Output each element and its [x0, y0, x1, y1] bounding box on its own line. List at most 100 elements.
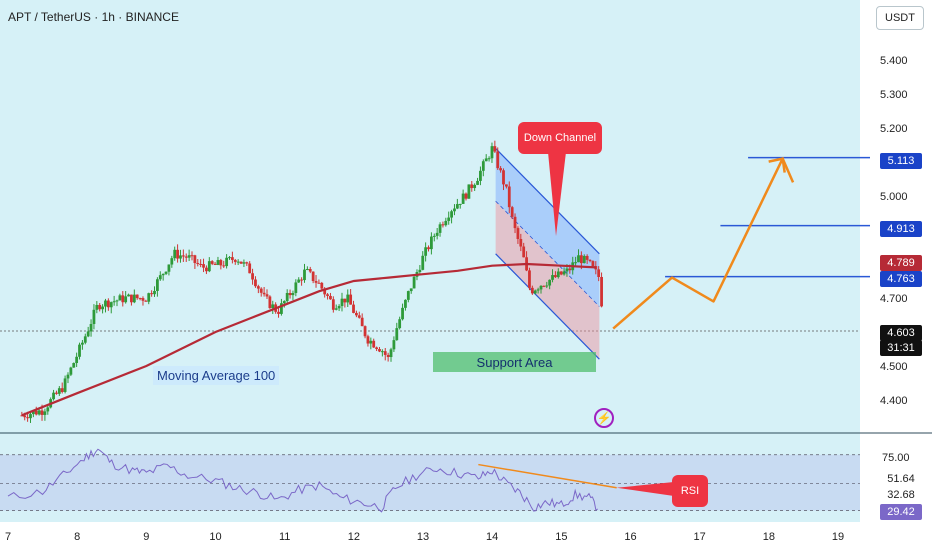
candle-body: [476, 180, 479, 185]
rsi-divergence-line: [478, 463, 617, 489]
candle-body: [265, 294, 269, 297]
price-tick-5.200: 5.200: [880, 123, 908, 135]
candle-body: [144, 300, 148, 302]
price-label-4763: 4.763: [880, 271, 922, 287]
candle-body: [83, 336, 87, 343]
channel-upper-line: [495, 147, 600, 255]
candle-body: [207, 261, 211, 272]
candle-body: [43, 411, 47, 415]
candle-body: [504, 184, 508, 187]
candle-body: [464, 193, 468, 199]
candle-body: [467, 184, 471, 199]
time-tick-7: 7: [5, 531, 11, 543]
candle-body: [380, 351, 384, 353]
candle-body: [112, 301, 116, 303]
candle-body: [559, 271, 563, 275]
candle-body: [248, 263, 252, 274]
candle-body: [470, 184, 474, 189]
candle-body: [519, 238, 523, 247]
candle-body: [329, 295, 332, 300]
candle-body: [121, 295, 125, 303]
candle-body: [352, 304, 355, 313]
candle-body: [63, 378, 67, 392]
price-tick-5.000: 5.000: [880, 191, 908, 203]
candle-body: [337, 306, 341, 309]
candle-body: [75, 356, 79, 364]
candle-body: [355, 312, 358, 316]
candle-body: [458, 203, 462, 205]
candle-body: [530, 287, 534, 294]
candle-body: [418, 269, 422, 273]
candle-body: [115, 300, 119, 302]
candle-body: [288, 292, 292, 296]
candle-body: [455, 204, 459, 209]
channel-lower-line: [495, 253, 600, 360]
candle-body: [176, 249, 179, 259]
candle-body: [438, 224, 442, 233]
candle-body: [225, 257, 229, 267]
candle-body: [424, 247, 428, 256]
candle-body: [360, 317, 364, 327]
candle-body: [280, 303, 283, 314]
candle-body: [277, 311, 280, 314]
candle-body: [427, 247, 430, 250]
candle-body: [95, 304, 99, 310]
candle-body: [481, 161, 485, 171]
candle-body: [406, 291, 410, 300]
candle-body: [98, 304, 102, 310]
projection-arrowhead: [768, 157, 786, 173]
candle-body: [230, 257, 234, 260]
lightning-icon[interactable]: ⚡: [594, 408, 614, 428]
candle-body: [210, 261, 214, 264]
symbol-title[interactable]: APT / TetherUS · 1h · BINANCE: [8, 10, 179, 24]
time-tick-14: 14: [486, 531, 498, 543]
candle-body: [141, 298, 145, 301]
candle-body: [106, 300, 110, 308]
candle-body: [383, 351, 387, 355]
candle-body: [46, 407, 50, 412]
candle-body: [271, 304, 275, 309]
rsi-value-a: 51.64: [887, 473, 915, 485]
channel-mid-line: [495, 200, 600, 307]
candle-body: [357, 315, 361, 318]
candle-body: [510, 207, 514, 217]
candle-body: [320, 282, 324, 289]
candle-body: [216, 260, 220, 265]
candle-body: [551, 275, 554, 280]
candle-body: [513, 216, 517, 229]
rsi-background: [0, 434, 860, 522]
candle-body: [236, 261, 240, 263]
candle-body: [233, 259, 237, 262]
candle-body: [124, 296, 128, 303]
candle-body: [205, 267, 208, 272]
candle-body: [421, 255, 425, 270]
candle-body: [294, 282, 298, 294]
candle-body: [516, 228, 520, 239]
rsi-line: [7, 448, 598, 513]
candle-body: [291, 293, 295, 296]
candle-body: [104, 300, 107, 307]
candle-body: [479, 170, 482, 181]
candle-body: [536, 289, 540, 291]
candle-body: [579, 255, 583, 264]
candle-body: [69, 367, 73, 375]
candle-body: [349, 294, 353, 305]
candle-body: [228, 257, 231, 259]
candle-body: [37, 410, 41, 415]
candle-body: [254, 279, 257, 287]
candle-body: [372, 340, 376, 348]
candle-body: [242, 262, 246, 264]
candle-body: [404, 299, 407, 308]
candle-body: [262, 292, 266, 295]
time-tick-13: 13: [417, 531, 429, 543]
currency-button[interactable]: USDT: [876, 6, 924, 30]
candle-body: [562, 271, 566, 275]
candle-body: [57, 388, 61, 394]
candle-body: [86, 331, 90, 337]
candle-body: [539, 285, 543, 290]
candle-body: [432, 235, 436, 237]
candle-body: [127, 294, 130, 297]
candle-body: [285, 292, 289, 302]
candle-body: [158, 275, 162, 280]
